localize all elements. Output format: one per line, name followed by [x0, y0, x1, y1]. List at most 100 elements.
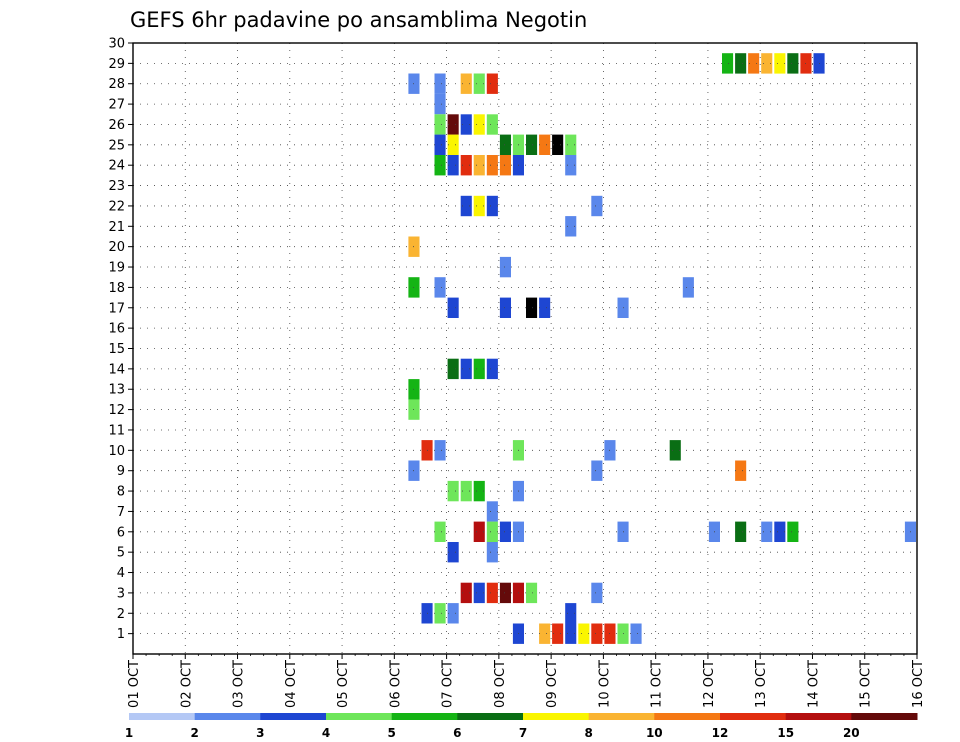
precip-cell [499, 521, 511, 542]
legend-swatch [785, 713, 852, 720]
precip-cell [473, 155, 485, 176]
y-tick-label: 29 [108, 57, 125, 72]
y-tick-label: 18 [108, 281, 125, 296]
precip-cell [761, 521, 773, 542]
precip-cell [539, 134, 551, 155]
x-tick-label: 09 OCT [545, 660, 560, 708]
y-tick-label: 22 [108, 199, 125, 214]
y-tick-label: 27 [108, 98, 125, 113]
y-tick-label: 2 [117, 607, 125, 622]
legend-swatch [851, 713, 918, 720]
x-tick-label: 10 OCT [597, 660, 612, 708]
x-tick-label: 01 OCT [127, 660, 142, 708]
precip-cell [565, 603, 577, 624]
y-tick-label: 15 [108, 342, 125, 357]
x-tick-label: 13 OCT [754, 660, 769, 708]
precip-cell [787, 53, 799, 74]
precip-cell [630, 623, 642, 644]
legend-label: 7 [519, 726, 527, 740]
precip-cell [552, 134, 564, 155]
precip-cell [486, 582, 498, 604]
y-tick-label: 3 [117, 586, 125, 601]
y-tick-label: 10 [108, 444, 125, 459]
y-tick-label: 4 [117, 566, 125, 581]
y-tick-label: 24 [108, 159, 125, 174]
legend-swatch [654, 713, 721, 720]
precip-cell [434, 440, 446, 461]
y-tick-label: 23 [108, 179, 125, 194]
precip-cell [526, 297, 538, 318]
precip-cell [578, 623, 590, 644]
x-tick-label: 04 OCT [284, 660, 299, 708]
legend-swatch [457, 713, 524, 720]
x-tick-label: 15 OCT [859, 660, 874, 708]
precip-cell [473, 358, 485, 380]
legend-label: 12 [712, 726, 729, 740]
y-tick-label: 25 [108, 138, 125, 153]
legend-swatch [523, 713, 590, 720]
color-legend: 1 2 3 4 5 6 7 8 10 12 15 20 [125, 713, 918, 740]
precip-cell [669, 440, 681, 461]
x-tick-label: 12 OCT [702, 660, 717, 708]
precip-cell [434, 277, 446, 298]
precip-cell [591, 460, 603, 481]
x-tick-label: 14 OCT [806, 660, 821, 708]
cells-layer [408, 53, 916, 644]
precip-cell [499, 155, 511, 176]
y-tick-label: 17 [108, 301, 125, 316]
precip-cell [447, 358, 459, 380]
y-tick-label: 21 [108, 220, 125, 235]
precip-cell [486, 358, 498, 380]
precip-cell [565, 216, 577, 237]
x-tick-label: 03 OCT [232, 660, 247, 708]
legend-label: 20 [843, 726, 860, 740]
precip-cell [447, 134, 459, 155]
y-tick-label: 12 [108, 403, 125, 418]
precip-cell [565, 155, 577, 176]
precip-cell [473, 521, 485, 542]
precip-cell [434, 134, 446, 155]
precip-cell [460, 73, 472, 94]
legend-label: 2 [191, 726, 199, 740]
precip-cell [473, 582, 485, 604]
legend-label: 8 [585, 726, 593, 740]
x-tick-label: 05 OCT [336, 660, 351, 708]
legend-label: 3 [256, 726, 264, 740]
legend-label: 1 [125, 726, 133, 740]
precip-cell [473, 73, 485, 94]
y-tick-label: 30 [108, 37, 125, 52]
y-tick-label: 20 [108, 240, 125, 255]
y-tick-label: 28 [108, 77, 125, 92]
precip-cell [735, 521, 747, 542]
grid-lines [133, 42, 917, 654]
y-tick-label: 16 [108, 322, 125, 337]
precip-cell [499, 297, 511, 318]
precip-cell [460, 114, 472, 135]
y-tick-label: 26 [108, 118, 125, 133]
y-tick-label: 11 [108, 423, 125, 438]
legend-label: 15 [777, 726, 794, 740]
precip-cell [526, 134, 538, 155]
legend-swatch [720, 713, 787, 720]
precip-cell [565, 134, 577, 155]
precip-cell [539, 297, 551, 318]
precip-cell [460, 480, 472, 502]
precip-cell [447, 114, 459, 135]
legend-label: 10 [646, 726, 663, 740]
precip-cell [473, 480, 485, 502]
legend-label: 6 [453, 726, 461, 740]
y-tick-label: 8 [117, 485, 125, 500]
precip-cell [434, 93, 446, 115]
y-axis: 1234567891011121314151617181920212223242… [108, 37, 133, 642]
precip-cell [447, 155, 459, 176]
precip-cell [473, 114, 485, 135]
precip-cell [460, 582, 472, 604]
x-tick-label: 07 OCT [441, 660, 456, 708]
precip-cell [552, 623, 564, 644]
legend-swatch [391, 713, 458, 720]
x-tick-label: 11 OCT [650, 660, 665, 708]
precip-cell [682, 277, 694, 298]
precip-cell [460, 358, 472, 380]
x-axis: 01 OCT 02 OCT 03 OCT 04 OCT 05 OCT 06 OCT 07 O… [127, 654, 926, 708]
